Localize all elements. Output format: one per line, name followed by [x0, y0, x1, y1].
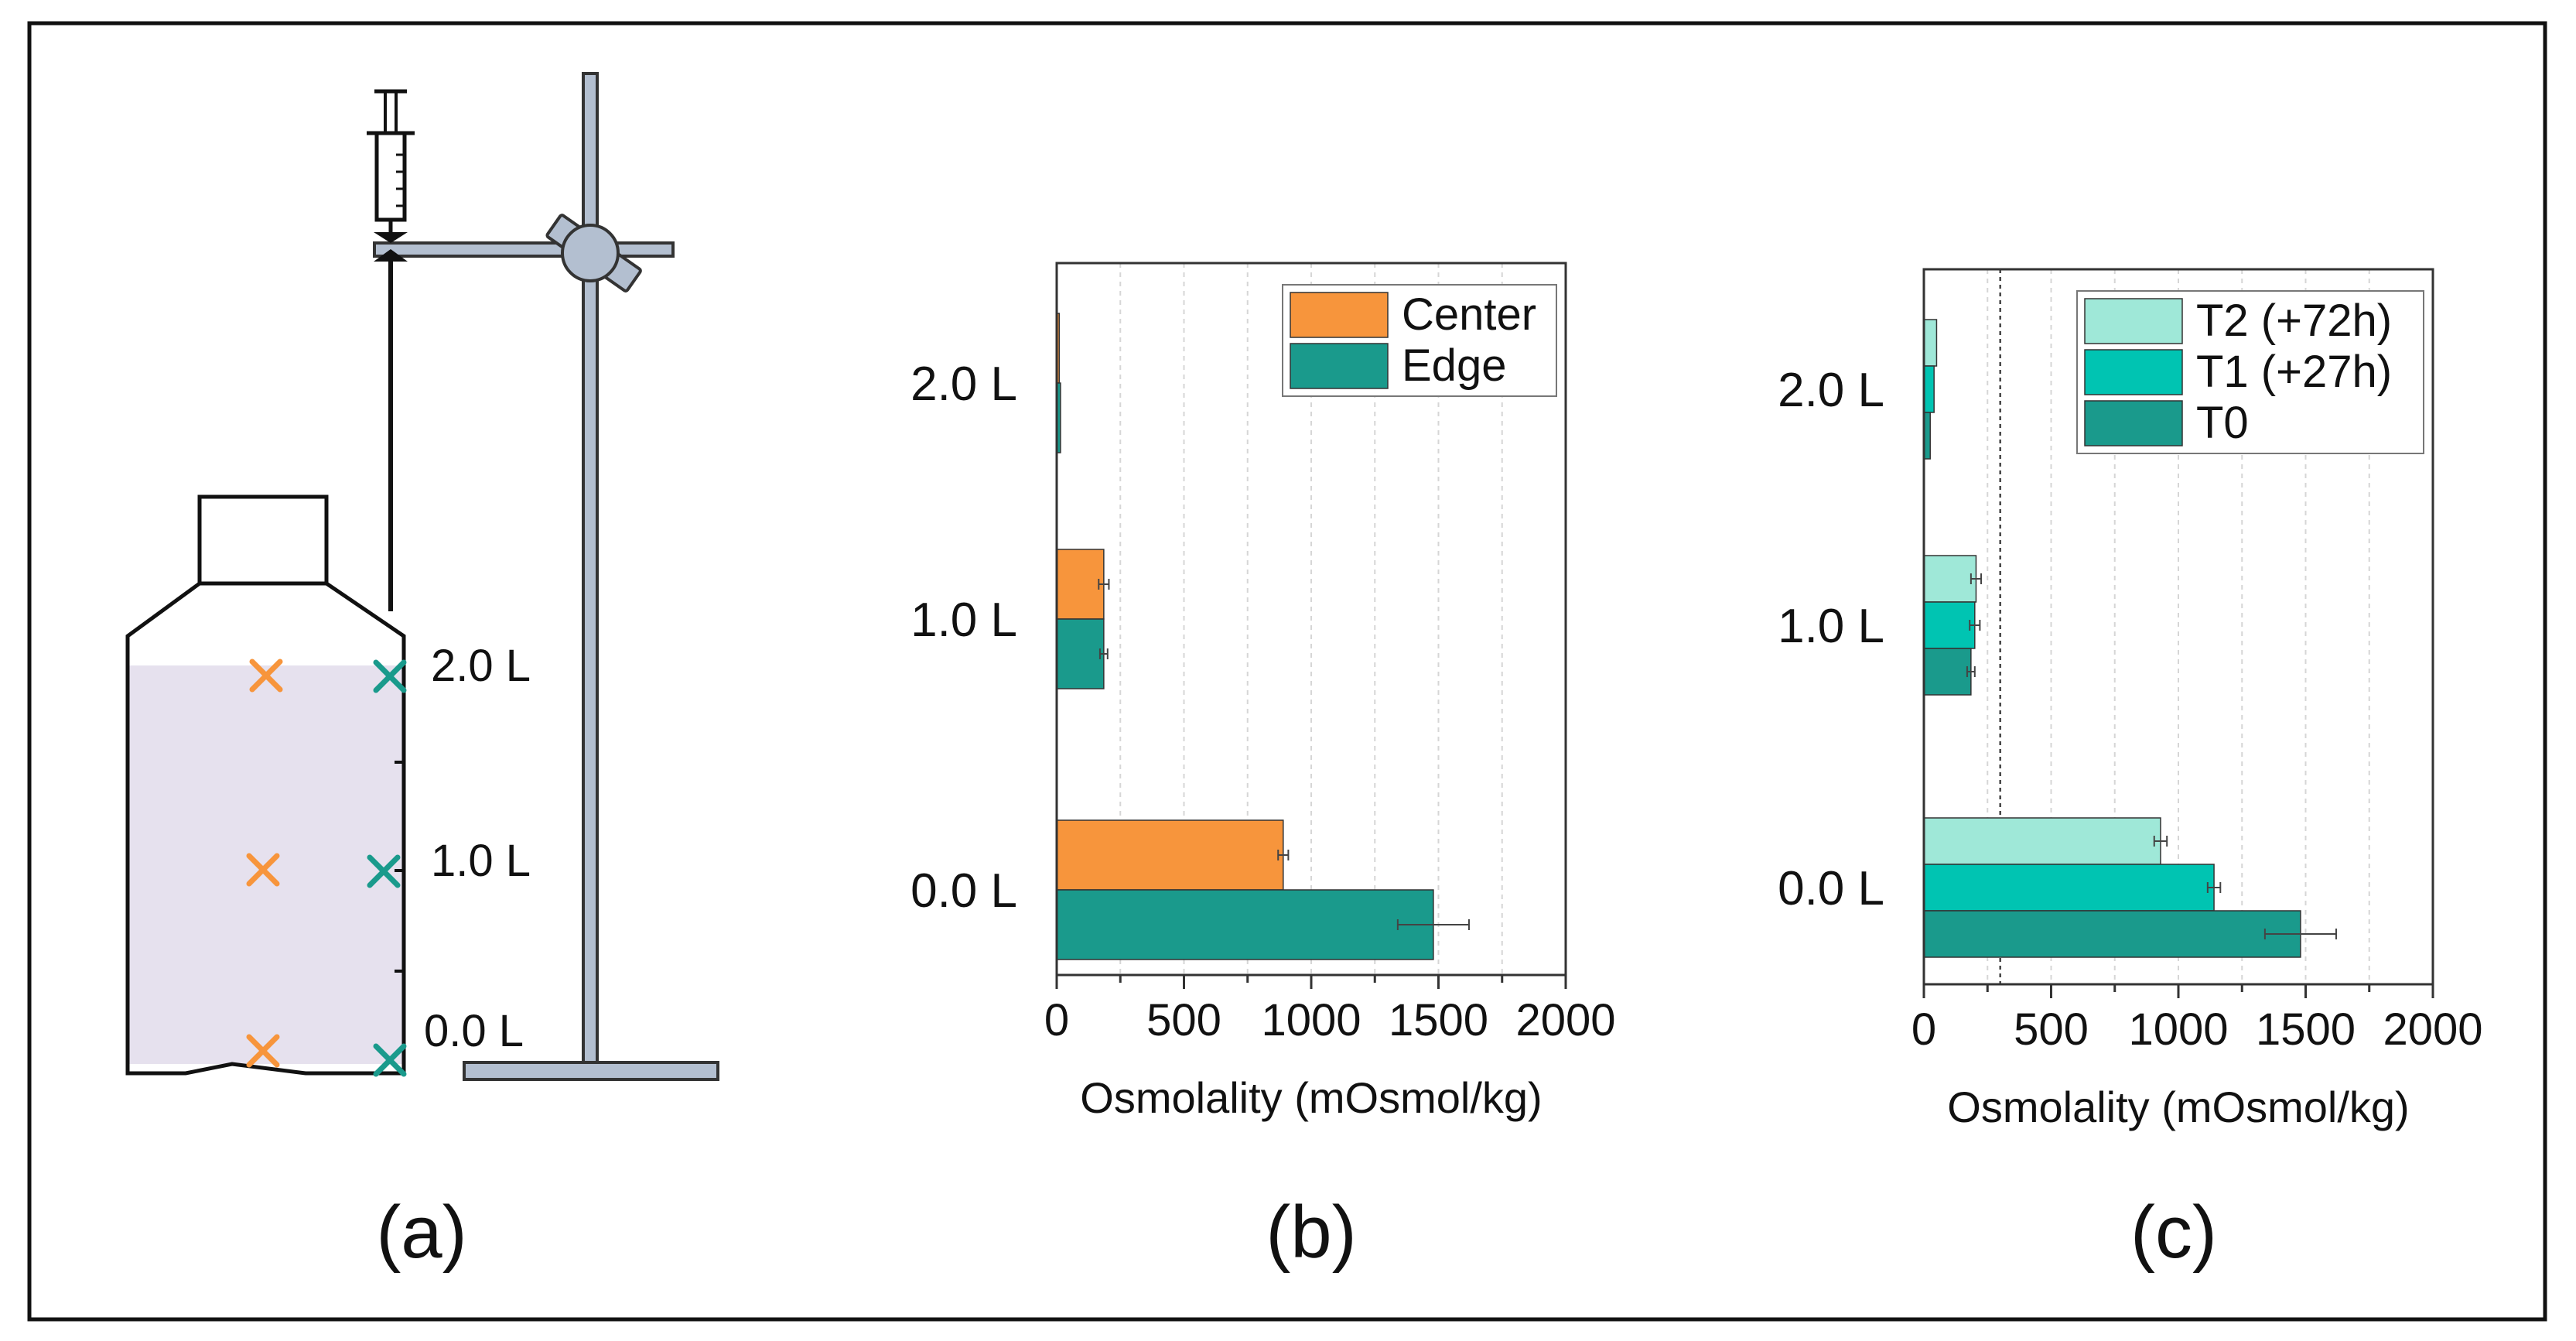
category-label: 1.0 L: [910, 594, 1017, 647]
legend-label: T1 (+27h): [2196, 347, 2392, 397]
legend-label: T0: [2196, 398, 2249, 448]
center-marker-middle: [246, 853, 280, 887]
edge-marker-bottom: [373, 1043, 407, 1077]
bar: [1923, 910, 2301, 958]
edge-marker-middle: [367, 854, 401, 888]
legend-swatch: [2084, 349, 2183, 395]
category-label: 2.0 L: [1778, 364, 1884, 417]
category-label: 2.0 L: [910, 357, 1017, 411]
bar: [1923, 365, 1935, 413]
x-tick-label: 0: [1912, 1004, 1936, 1055]
x-tick-label: 0: [1044, 995, 1069, 1045]
chart-c: 0.0 L 1.0 L 2.0 L 0 500 1000 1500 2000 Osmolalit…: [1778, 268, 2483, 1131]
category-label: 1.0 L: [1778, 600, 1884, 653]
edge-marker-top: [373, 659, 407, 693]
bar: [1923, 601, 1976, 649]
legend-label: Center: [1402, 289, 1536, 340]
bar: [1056, 889, 1434, 960]
bar: [1923, 648, 1972, 696]
panel-label-b: (b): [1266, 1191, 1356, 1274]
bar: [1923, 864, 2215, 912]
x-tick-label: 2000: [2383, 1004, 2482, 1055]
bar: [1056, 819, 1284, 891]
legend-label: Edge: [1402, 340, 1506, 391]
level-label-0L: 0.0 L: [424, 1006, 524, 1056]
center-marker-top: [249, 659, 283, 693]
clamp-icon: [545, 214, 642, 292]
panel-label-c: (c): [2130, 1191, 2217, 1274]
x-tick-label: 1500: [1389, 995, 1488, 1045]
x-axis-title: Osmolality (mOsmol/kg): [1947, 1083, 2409, 1131]
center-sample-markers: [246, 659, 283, 1068]
panel-label-a: (a): [376, 1191, 466, 1274]
bar: [1923, 817, 2161, 865]
x-axis-title: Osmolality (mOsmol/kg): [1080, 1073, 1542, 1122]
x-tick-label: 1000: [2128, 1004, 2228, 1055]
legend-swatch: [2084, 400, 2183, 446]
bar: [1923, 319, 1938, 367]
bar: [1056, 618, 1105, 689]
bar: [1056, 549, 1105, 620]
syringe-icon: [367, 89, 415, 611]
legend-swatch: [2084, 298, 2183, 344]
level-label-2L: 2.0 L: [431, 641, 531, 691]
x-tick-label: 500: [1146, 995, 1221, 1045]
legend-swatch: [1290, 343, 1389, 389]
edge-sample-markers: [367, 659, 407, 1077]
x-tick-label: 500: [2014, 1004, 2089, 1055]
chart-b: 0.0 L 1.0 L 2.0 L 0 500 1000 1500 2000 Osmolalit…: [910, 262, 1616, 1122]
center-marker-bottom: [246, 1034, 280, 1068]
x-tick-label: 2000: [1515, 995, 1615, 1045]
level-label-1L: 1.0 L: [431, 836, 531, 886]
panel-a: 2.0 L 1.0 L 0.0 L (a): [125, 72, 719, 1274]
category-label: 0.0 L: [1778, 862, 1884, 915]
category-label: 0.0 L: [910, 864, 1017, 918]
legend-swatch: [1290, 292, 1389, 338]
legend-label: T2 (+72h): [2196, 296, 2392, 346]
bar: [1923, 555, 1977, 603]
x-tick-label: 1500: [2256, 1004, 2356, 1055]
x-tick-label: 1000: [1261, 995, 1361, 1045]
